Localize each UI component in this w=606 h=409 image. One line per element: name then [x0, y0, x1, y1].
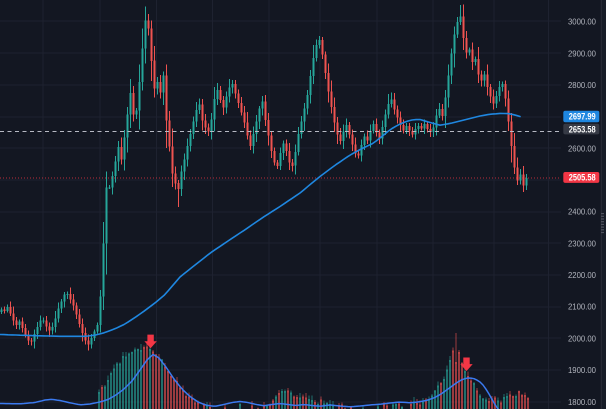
svg-text:3000.00: 3000.00: [568, 17, 596, 27]
svg-text:2300.00: 2300.00: [568, 238, 596, 248]
svg-text:2900.00: 2900.00: [568, 48, 596, 58]
svg-text:1800.00: 1800.00: [568, 397, 596, 407]
svg-text:2505.58: 2505.58: [569, 173, 596, 183]
svg-text:2697.99: 2697.99: [569, 112, 596, 122]
svg-text:1900.00: 1900.00: [568, 365, 596, 375]
svg-text:2100.00: 2100.00: [568, 302, 596, 312]
svg-text:2400.00: 2400.00: [568, 207, 596, 217]
svg-text:2000.00: 2000.00: [568, 333, 596, 343]
svg-text:2200.00: 2200.00: [568, 270, 596, 280]
svg-text:2653.58: 2653.58: [569, 124, 596, 134]
svg-text:2600.00: 2600.00: [568, 143, 596, 153]
svg-text:2800.00: 2800.00: [568, 80, 596, 90]
